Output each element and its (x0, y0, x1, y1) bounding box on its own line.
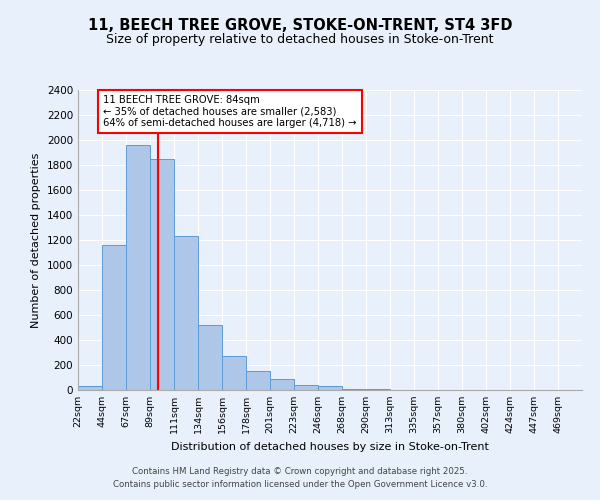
Bar (223, 356, 245, 390)
Bar (151, 159, 173, 390)
Bar (175, 236, 197, 390)
Text: Contains HM Land Registry data © Crown copyright and database right 2025.: Contains HM Land Registry data © Crown c… (132, 467, 468, 476)
Bar (247, 371, 269, 390)
Bar (295, 385, 317, 390)
Bar (271, 380, 293, 390)
Text: Size of property relative to detached houses in Stoke-on-Trent: Size of property relative to detached ho… (106, 32, 494, 46)
Bar (199, 325, 221, 390)
Bar (319, 386, 341, 390)
X-axis label: Distribution of detached houses by size in Stoke-on-Trent: Distribution of detached houses by size … (171, 442, 489, 452)
Text: Contains public sector information licensed under the Open Government Licence v3: Contains public sector information licen… (113, 480, 487, 489)
Text: 11, BEECH TREE GROVE, STOKE-ON-TRENT, ST4 3FD: 11, BEECH TREE GROVE, STOKE-ON-TRENT, ST… (88, 18, 512, 32)
Bar (79, 386, 101, 390)
Bar (103, 245, 125, 390)
Bar (127, 145, 149, 390)
Y-axis label: Number of detached properties: Number of detached properties (31, 152, 41, 328)
Text: 11 BEECH TREE GROVE: 84sqm
← 35% of detached houses are smaller (2,583)
64% of s: 11 BEECH TREE GROVE: 84sqm ← 35% of deta… (103, 95, 356, 128)
